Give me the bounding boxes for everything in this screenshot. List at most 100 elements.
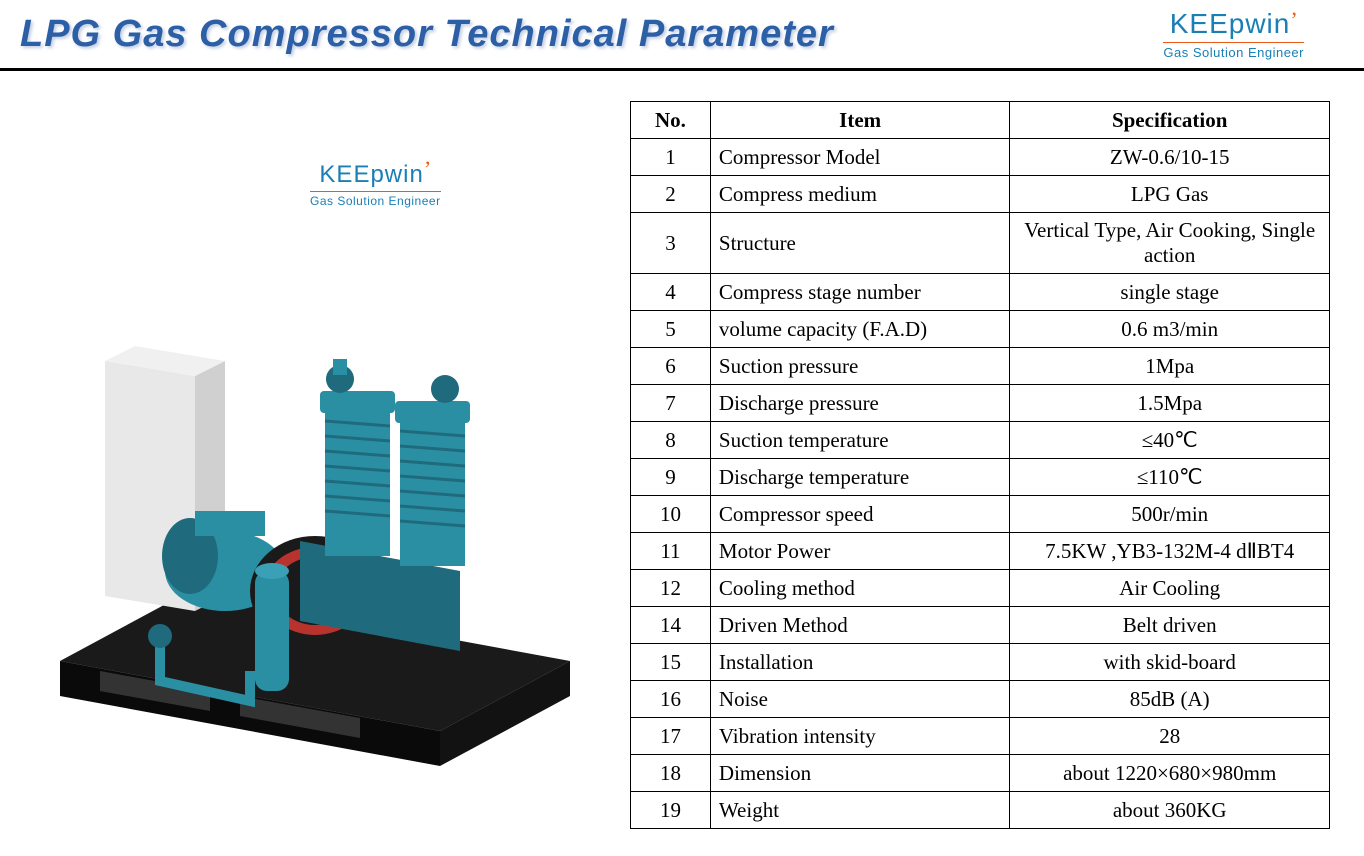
table-row: 7Discharge pressure1.5Mpa	[631, 385, 1330, 422]
cell-spec: 28	[1010, 718, 1330, 755]
watermark-brand: KEEpwin	[319, 161, 423, 188]
table-row: 11Motor Power7.5KW ,YB3-132M-4 dⅡBT4	[631, 533, 1330, 570]
cell-item: Dimension	[710, 755, 1009, 792]
page-header: LPG Gas Compressor Technical Parameter K…	[0, 0, 1364, 71]
cell-spec: ≤40℃	[1010, 422, 1330, 459]
cell-item: Driven Method	[710, 607, 1009, 644]
cell-spec: Vertical Type, Air Cooking, Single actio…	[1010, 213, 1330, 274]
cell-no: 14	[631, 607, 711, 644]
cell-spec: 85dB (A)	[1010, 681, 1330, 718]
spec-table: No. Item Specification 1Compressor Model…	[630, 101, 1330, 829]
table-row: 8Suction temperature≤40℃	[631, 422, 1330, 459]
table-row: 14Driven MethodBelt driven	[631, 607, 1330, 644]
cell-item: Suction temperature	[710, 422, 1009, 459]
col-header-no: No.	[631, 102, 711, 139]
cell-spec: 500r/min	[1010, 496, 1330, 533]
cell-item: Cooling method	[710, 570, 1009, 607]
motor-junction-box	[195, 511, 265, 536]
cell-no: 19	[631, 792, 711, 829]
brand-tagline: Gas Solution Engineer	[1163, 45, 1304, 60]
cell-no: 12	[631, 570, 711, 607]
cell-item: Installation	[710, 644, 1009, 681]
table-row: 1Compressor ModelZW-0.6/10-15	[631, 139, 1330, 176]
compressor-illustration	[40, 241, 580, 771]
valve-icon	[431, 375, 459, 403]
cell-no: 17	[631, 718, 711, 755]
table-row: 6Suction pressure1Mpa	[631, 348, 1330, 385]
valve-stem	[333, 359, 347, 375]
cell-spec: ≤110℃	[1010, 459, 1330, 496]
logo-divider	[1163, 42, 1304, 43]
cell-item: Compressor Model	[710, 139, 1009, 176]
pipe-flange	[148, 624, 172, 648]
cell-spec: ZW-0.6/10-15	[1010, 139, 1330, 176]
cell-spec: LPG Gas	[1010, 176, 1330, 213]
page-title: LPG Gas Compressor Technical Parameter	[20, 13, 834, 56]
brand-logo: KEEpwin’ Gas Solution Engineer	[1163, 8, 1344, 60]
cell-item: Motor Power	[710, 533, 1009, 570]
cell-item: Discharge temperature	[710, 459, 1009, 496]
cell-item: Discharge pressure	[710, 385, 1009, 422]
cell-no: 16	[631, 681, 711, 718]
table-row: 3StructureVertical Type, Air Cooking, Si…	[631, 213, 1330, 274]
table-row: 12Cooling methodAir Cooling	[631, 570, 1330, 607]
separator-top	[255, 563, 289, 579]
separator-cylinder	[255, 571, 289, 691]
cylinder-right	[395, 401, 470, 566]
content-area: KEEpwin’ Gas Solution Engineer	[0, 71, 1364, 849]
cell-no: 1	[631, 139, 711, 176]
cell-no: 7	[631, 385, 711, 422]
cell-no: 18	[631, 755, 711, 792]
cell-no: 15	[631, 644, 711, 681]
cell-spec: Belt driven	[1010, 607, 1330, 644]
cell-spec: 1.5Mpa	[1010, 385, 1330, 422]
table-row: 10Compressor speed500r/min	[631, 496, 1330, 533]
table-row: 2Compress mediumLPG Gas	[631, 176, 1330, 213]
watermark-divider	[310, 191, 441, 192]
cell-spec: 7.5KW ,YB3-132M-4 dⅡBT4	[1010, 533, 1330, 570]
cell-spec: 1Mpa	[1010, 348, 1330, 385]
cell-item: Vibration intensity	[710, 718, 1009, 755]
cell-spec: about 360KG	[1010, 792, 1330, 829]
cell-no: 3	[631, 213, 711, 274]
cell-item: Compress stage number	[710, 274, 1009, 311]
table-header-row: No. Item Specification	[631, 102, 1330, 139]
spec-column: No. Item Specification 1Compressor Model…	[630, 101, 1344, 829]
cylinder-left	[320, 391, 395, 556]
cell-spec: 0.6 m3/min	[1010, 311, 1330, 348]
cell-item: Weight	[710, 792, 1009, 829]
watermark-logo: KEEpwin’ Gas Solution Engineer	[310, 161, 441, 208]
cell-item: Noise	[710, 681, 1009, 718]
cell-spec: about 1220×680×980mm	[1010, 755, 1330, 792]
cell-spec: Air Cooling	[1010, 570, 1330, 607]
watermark-flame-icon: ’	[424, 156, 431, 181]
cell-item: volume capacity (F.A.D)	[710, 311, 1009, 348]
cell-no: 11	[631, 533, 711, 570]
cell-no: 9	[631, 459, 711, 496]
col-header-item: Item	[710, 102, 1009, 139]
table-row: 9Discharge temperature≤110℃	[631, 459, 1330, 496]
product-image: KEEpwin’ Gas Solution Engineer	[20, 141, 580, 761]
cell-no: 4	[631, 274, 711, 311]
table-row: 18Dimensionabout 1220×680×980mm	[631, 755, 1330, 792]
product-column: KEEpwin’ Gas Solution Engineer	[20, 101, 610, 829]
cell-item: Compressor speed	[710, 496, 1009, 533]
cell-no: 10	[631, 496, 711, 533]
cell-spec: single stage	[1010, 274, 1330, 311]
cell-item: Compress medium	[710, 176, 1009, 213]
table-row: 5volume capacity (F.A.D)0.6 m3/min	[631, 311, 1330, 348]
cell-item: Suction pressure	[710, 348, 1009, 385]
table-row: 17Vibration intensity28	[631, 718, 1330, 755]
cell-no: 2	[631, 176, 711, 213]
brand-name: KEEpwin	[1170, 8, 1291, 39]
cell-item: Structure	[710, 213, 1009, 274]
table-row: 4Compress stage numbersingle stage	[631, 274, 1330, 311]
cell-no: 5	[631, 311, 711, 348]
cell-no: 6	[631, 348, 711, 385]
table-row: 16Noise85dB (A)	[631, 681, 1330, 718]
flame-icon: ’	[1290, 7, 1297, 32]
table-row: 19Weightabout 360KG	[631, 792, 1330, 829]
watermark-tagline: Gas Solution Engineer	[310, 194, 441, 208]
table-row: 15Installationwith skid-board	[631, 644, 1330, 681]
col-header-spec: Specification	[1010, 102, 1330, 139]
